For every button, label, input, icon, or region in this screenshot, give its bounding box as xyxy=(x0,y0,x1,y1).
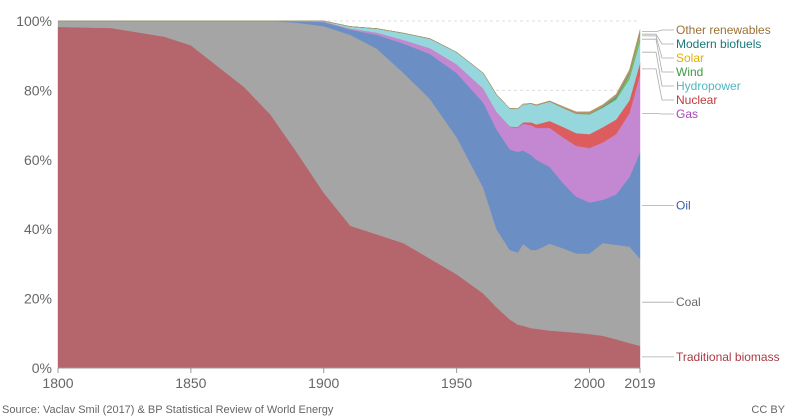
x-tick-label: 1800 xyxy=(42,375,73,391)
axes: 0% 20% 40% 60% 80% 100% 1800 1850 1900 1950 2000 20… xyxy=(16,13,656,391)
legend-label-hydropower[interactable]: Hydropower xyxy=(676,79,741,93)
legend-connector xyxy=(642,113,674,115)
license-link[interactable]: CC BY xyxy=(751,404,785,416)
legend-connector xyxy=(642,33,674,45)
legend-connector xyxy=(642,68,674,101)
y-tick-label: 100% xyxy=(16,13,52,29)
legend-label-wind[interactable]: Wind xyxy=(676,65,703,79)
legend-label-other-renewables[interactable]: Other renewables xyxy=(676,23,771,37)
legend-label-nuclear[interactable]: Nuclear xyxy=(676,93,717,107)
legend-label-traditional-biomass[interactable]: Traditional biomass xyxy=(676,350,780,364)
y-tick-label: 0% xyxy=(32,360,52,376)
legend-connector xyxy=(642,51,674,87)
x-tick-label: 2019 xyxy=(624,375,655,391)
legend-label-solar[interactable]: Solar xyxy=(676,51,704,65)
legend-label-modern-biofuels[interactable]: Modern biofuels xyxy=(676,37,761,51)
legend-label-oil[interactable]: Oil xyxy=(676,198,691,212)
y-tick-label: 20% xyxy=(24,291,52,307)
x-tick-label: 2000 xyxy=(574,375,605,391)
area-other-renewables xyxy=(58,20,641,115)
y-tick-label: 80% xyxy=(24,82,52,98)
legend-connector xyxy=(642,35,674,59)
x-tick-label: 1900 xyxy=(308,375,339,391)
legend-label-gas[interactable]: Gas xyxy=(676,107,698,121)
area-series xyxy=(57,20,641,369)
y-tick-label: 40% xyxy=(24,221,52,237)
legend-connector xyxy=(642,29,674,33)
legend-connector xyxy=(642,38,674,73)
legend-label-coal[interactable]: Coal xyxy=(676,295,701,309)
y-tick-label: 60% xyxy=(24,152,52,168)
x-tick-label: 1950 xyxy=(441,375,472,391)
source-note: Source: Vaclav Smil (2017) & BP Statisti… xyxy=(2,404,334,416)
x-tick-label: 1850 xyxy=(175,375,206,391)
